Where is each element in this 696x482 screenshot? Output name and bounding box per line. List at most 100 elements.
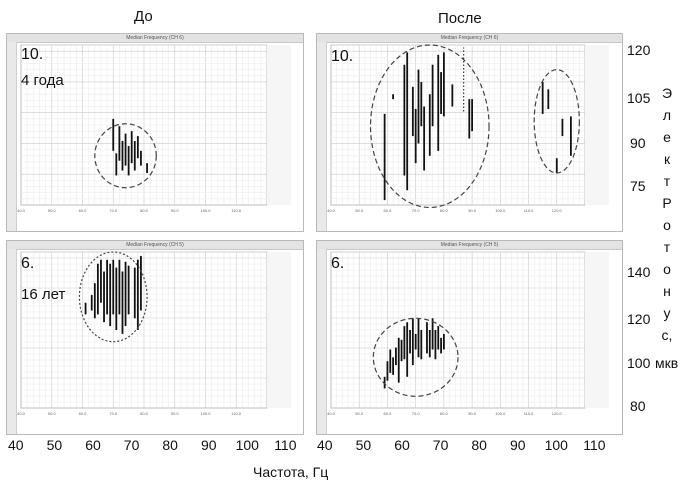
left-strip: [7, 42, 17, 231]
mini-x-tick: 90.0: [171, 208, 180, 213]
left-strip: [7, 249, 17, 434]
plot-area: 40.0 50.0 60.0 70.0 80.0 90.0 100.0 110.0 120.0: [327, 44, 609, 213]
x-tick-label: 70: [432, 437, 449, 453]
y-axis-letter: н: [663, 283, 671, 299]
mini-x-tick: 60.0: [79, 208, 88, 213]
y-tick-top: 90: [630, 135, 646, 151]
left-strip: [317, 249, 327, 434]
mini-x-tick: 60.0: [384, 411, 393, 416]
right-axis-strip: [267, 252, 291, 408]
mini-x-tick: 100.0: [495, 208, 506, 213]
x-tick-label: 50: [355, 437, 372, 453]
y-tick-bottom: 120: [627, 311, 651, 327]
panel-sublabel: 16 лет: [21, 286, 66, 303]
mini-x-tick: 100.0: [200, 208, 211, 213]
panel-sublabel: 4 года: [21, 72, 64, 89]
y-axis-letter: с,: [661, 327, 673, 343]
y-axis-letter: т: [663, 173, 671, 189]
plot-area: 40.0 50.0 60.0 70.0 80.0 90.0 100.0 110.0: [17, 251, 291, 416]
mini-x-tick: 40.0: [327, 411, 336, 416]
cluster-ellipse: [78, 251, 148, 343]
mini-x-tick: 40.0: [17, 411, 26, 416]
mini-x-tick: 80.0: [440, 411, 449, 416]
x-tick-label: 60: [394, 437, 410, 453]
y-axis-unit: мкв: [655, 355, 679, 371]
mini-x-tick: 80.0: [140, 411, 149, 416]
y-axis-letter: Р: [662, 195, 672, 211]
mini-x-tick: 50.0: [355, 411, 364, 416]
x-tick-label: 60: [85, 437, 101, 453]
x-axis-label: Частота, Гц: [253, 464, 329, 480]
y-axis-letter: к: [663, 151, 671, 167]
panel-label: 6.: [21, 255, 35, 272]
mini-x-tick: 90.0: [171, 411, 180, 416]
panel-bottom-left: Median Frequency (CH 5) 40.0 50.0 60.0 70.0…: [6, 240, 304, 435]
mini-x-tick: 80.0: [440, 208, 449, 213]
y-tick-top: 105: [627, 90, 651, 106]
mini-x-tick: 60.0: [79, 411, 88, 416]
x-tick-label: 80: [471, 437, 487, 453]
mini-x-tick: 110.0: [524, 208, 534, 213]
mini-x-tick: 90.0: [468, 411, 477, 416]
right-axis-strip: [585, 252, 609, 408]
x-tick-label: 80: [162, 437, 178, 453]
x-tick-label: 90: [201, 437, 217, 453]
cluster-ellipse: [533, 69, 580, 174]
y-axis-letter: о: [663, 261, 671, 277]
mini-x-tick: 100.0: [200, 411, 211, 416]
x-tick-label: 110: [274, 437, 297, 453]
mini-x-tick: 120.0: [552, 208, 563, 213]
x-tick-label: 110: [583, 437, 606, 453]
x-tick-label: 100: [235, 437, 259, 453]
mini-x-tick: 90.0: [468, 208, 477, 213]
x-tick-label: 50: [46, 437, 63, 453]
y-tick-bottom: 80: [630, 398, 646, 414]
y-axis-letter: е: [663, 129, 671, 145]
panel-bottom-right: Median Frequency (CH 5) 40.0 50.0 60.0 70.0…: [316, 240, 623, 435]
cluster-ellipse: [369, 44, 490, 209]
mini-x-tick: 50.0: [48, 411, 57, 416]
y-axis-letter: Э: [661, 85, 673, 101]
panel-label: 6.: [331, 255, 345, 272]
mini-x-tick: 70.0: [109, 411, 118, 416]
mini-x-tick: 50.0: [48, 208, 57, 213]
left-strip: [317, 42, 327, 231]
mini-x-tick: 70.0: [109, 208, 118, 213]
mini-x-tick: 70.0: [412, 208, 421, 213]
chart-title-bar: Median Frequency (CH 5): [7, 241, 303, 250]
right-axis-strip: [585, 45, 609, 205]
chart-title-bar: Median Frequency (CH 5): [317, 241, 622, 250]
panel-top-right: Median Frequency (CH 6) 40.0 50.0 60.0 70.0…: [316, 33, 623, 232]
header-after: После: [438, 10, 482, 27]
mini-x-tick: 110.0: [231, 208, 241, 213]
mini-x-tick: 120.0: [552, 411, 563, 416]
y-tick-top: 120: [627, 42, 651, 58]
y-tick-top: 75: [630, 178, 646, 194]
x-tick-label: 40: [317, 437, 333, 453]
y-tick-bottom: 140: [627, 264, 651, 280]
panel-label: 10.: [331, 48, 354, 65]
x-tick-label: 100: [544, 437, 568, 453]
y-axis-letter: л: [662, 107, 672, 123]
y-tick-bottom: 100: [627, 355, 651, 371]
panel-label: 10.: [21, 46, 44, 63]
mini-x-tick: 50.0: [355, 208, 364, 213]
mini-x-tick: 110.0: [524, 411, 534, 416]
right-axis-strip: [267, 45, 291, 205]
header-before: До: [134, 8, 153, 25]
panel-top-left: Median Frequency (CH 6) 40.0 50.0 60.0 70.0…: [6, 33, 304, 232]
x-tick-label: 90: [510, 437, 526, 453]
mini-x-tick: 80.0: [140, 208, 149, 213]
x-tick-label: 70: [123, 437, 140, 453]
y-axis-letter: о: [663, 217, 671, 233]
x-tick-label: 40: [8, 437, 24, 453]
chart-title-bar: Median Frequency (CH 6): [7, 34, 303, 43]
plot-area: 40.0 50.0 60.0 70.0 80.0 90.0 100.0 110.0: [17, 44, 291, 213]
mini-x-tick: 110.0: [231, 411, 241, 416]
mini-x-tick: 60.0: [384, 208, 393, 213]
y-axis-letter: у: [663, 305, 671, 321]
mini-x-tick: 40.0: [17, 208, 26, 213]
mini-x-tick: 100.0: [495, 411, 506, 416]
y-axis-letter: т: [663, 239, 671, 255]
cluster-ellipse: [94, 123, 157, 189]
